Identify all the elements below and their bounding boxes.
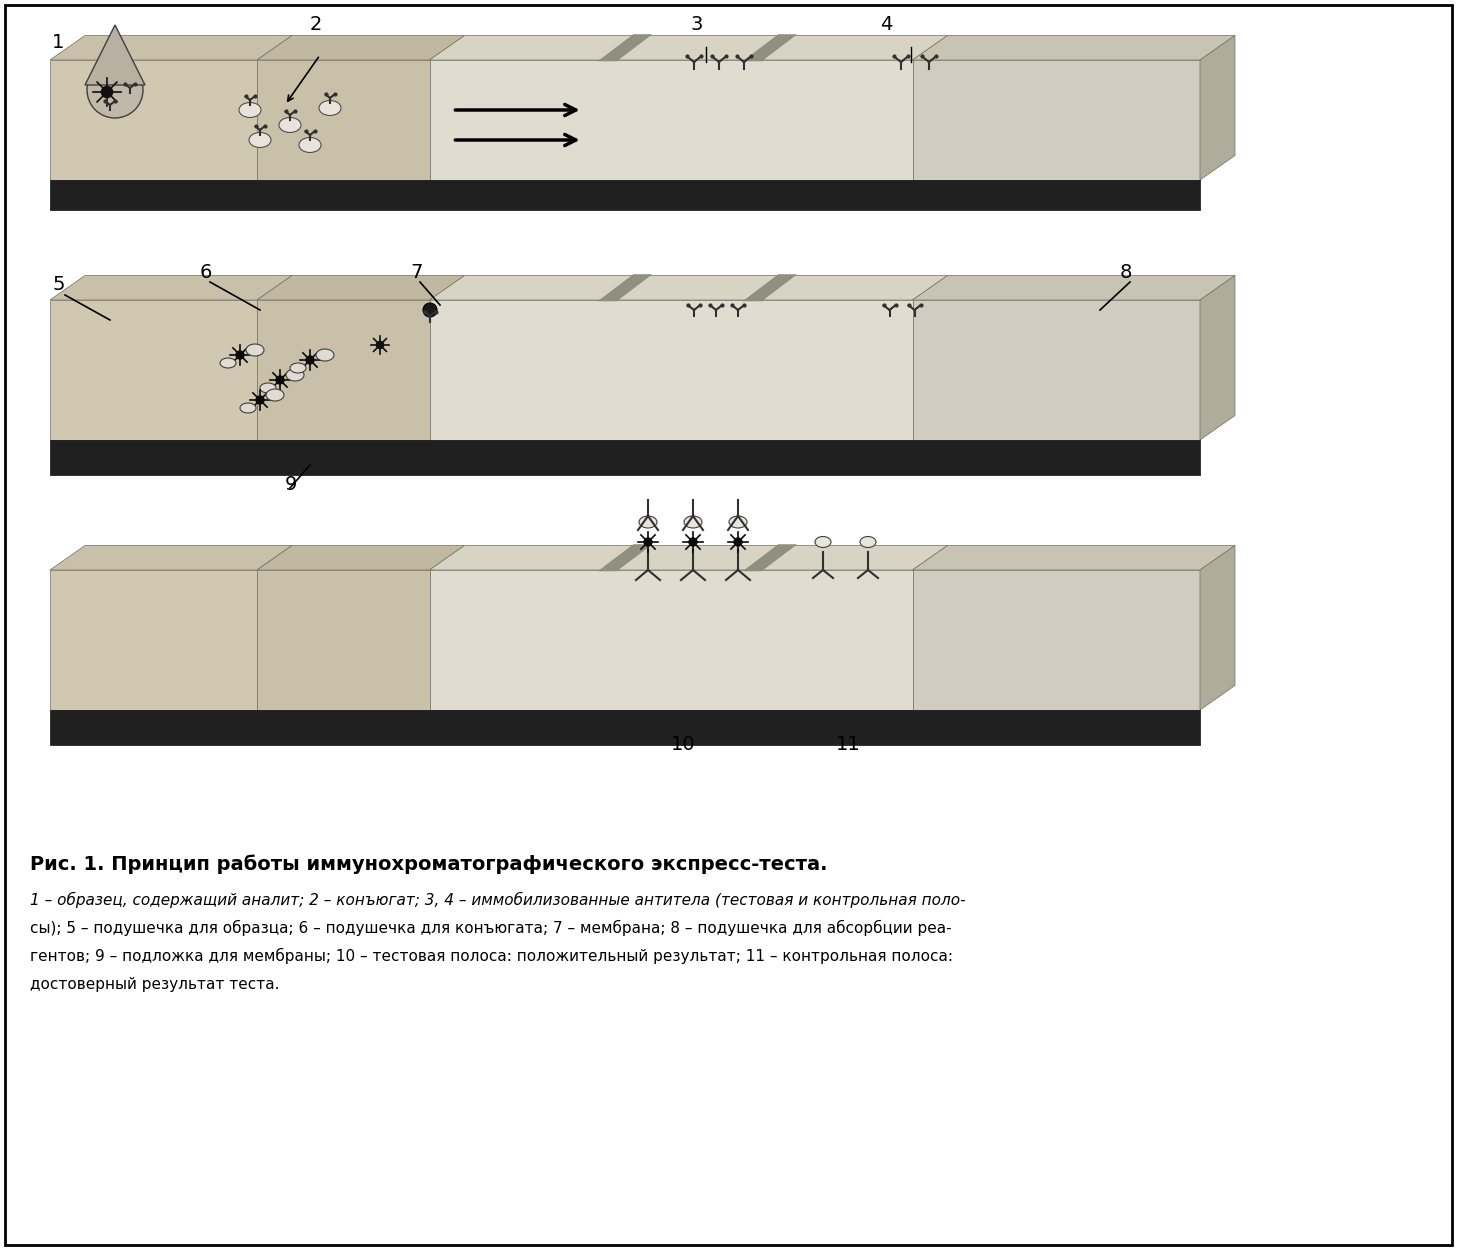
Polygon shape xyxy=(599,545,651,571)
Text: 1: 1 xyxy=(52,33,64,51)
Text: Рис. 1. Принцип работы иммунохроматографического экспресс-теста.: Рис. 1. Принцип работы иммунохроматограф… xyxy=(31,855,828,873)
Circle shape xyxy=(87,61,143,118)
Circle shape xyxy=(689,538,696,546)
Ellipse shape xyxy=(286,369,305,382)
Bar xyxy=(912,300,1201,441)
Bar xyxy=(912,570,1201,710)
Text: сы); 5 – подушечка для образца; 6 – подушечка для конъюгата; 7 – мембрана; 8 – п: сы); 5 – подушечка для образца; 6 – поду… xyxy=(31,920,951,936)
Ellipse shape xyxy=(860,536,876,547)
Bar xyxy=(256,570,430,710)
Ellipse shape xyxy=(278,118,302,133)
Ellipse shape xyxy=(319,100,341,115)
Ellipse shape xyxy=(683,516,702,528)
Bar xyxy=(50,441,1201,474)
Bar xyxy=(430,60,912,179)
Ellipse shape xyxy=(240,403,256,413)
Circle shape xyxy=(236,351,243,359)
Bar xyxy=(256,60,430,179)
Text: 6: 6 xyxy=(200,264,213,282)
Circle shape xyxy=(423,302,437,318)
Bar xyxy=(912,60,1201,179)
Ellipse shape xyxy=(728,516,747,528)
Bar xyxy=(50,710,1201,745)
Polygon shape xyxy=(50,276,291,300)
Polygon shape xyxy=(912,35,1236,60)
Text: 9: 9 xyxy=(286,474,297,494)
Bar xyxy=(430,300,912,441)
Text: 10: 10 xyxy=(670,735,695,754)
Polygon shape xyxy=(50,546,291,570)
Bar xyxy=(256,300,430,441)
Polygon shape xyxy=(912,276,1236,300)
Polygon shape xyxy=(430,546,947,570)
Ellipse shape xyxy=(246,344,264,356)
Polygon shape xyxy=(85,25,146,85)
Polygon shape xyxy=(430,35,947,60)
Ellipse shape xyxy=(239,103,261,118)
Ellipse shape xyxy=(640,516,657,528)
Bar xyxy=(50,60,256,179)
Text: 7: 7 xyxy=(409,264,423,282)
Polygon shape xyxy=(743,275,797,301)
Polygon shape xyxy=(50,35,291,60)
Polygon shape xyxy=(743,545,797,571)
Text: 8: 8 xyxy=(1120,264,1132,282)
Circle shape xyxy=(306,356,315,364)
Ellipse shape xyxy=(259,383,275,393)
Bar xyxy=(430,570,912,710)
Ellipse shape xyxy=(290,363,306,373)
Text: 3: 3 xyxy=(691,15,702,34)
Ellipse shape xyxy=(814,536,830,547)
Text: достоверный результат теста.: достоверный результат теста. xyxy=(31,976,280,991)
Ellipse shape xyxy=(316,349,334,361)
Polygon shape xyxy=(912,546,1236,570)
Polygon shape xyxy=(1201,35,1236,179)
Ellipse shape xyxy=(299,138,321,153)
Bar xyxy=(50,300,256,441)
Text: 2: 2 xyxy=(310,15,322,34)
Bar xyxy=(50,179,1201,210)
Text: 4: 4 xyxy=(880,15,892,34)
Polygon shape xyxy=(256,546,465,570)
Polygon shape xyxy=(1201,546,1236,710)
Text: 5: 5 xyxy=(52,275,64,294)
Ellipse shape xyxy=(267,389,284,402)
Circle shape xyxy=(644,538,651,546)
Polygon shape xyxy=(256,276,465,300)
Circle shape xyxy=(102,87,112,98)
Text: 11: 11 xyxy=(836,735,861,754)
Circle shape xyxy=(376,341,383,349)
Polygon shape xyxy=(256,35,465,60)
Polygon shape xyxy=(430,276,947,300)
Bar xyxy=(50,570,256,710)
Ellipse shape xyxy=(220,358,236,368)
Polygon shape xyxy=(1201,276,1236,441)
Circle shape xyxy=(256,397,264,404)
Polygon shape xyxy=(599,275,651,301)
Text: 1 – образец, содержащий аналит; 2 – конъюгат; 3, 4 – иммобилизованные антитела (: 1 – образец, содержащий аналит; 2 – конъ… xyxy=(31,892,966,909)
Circle shape xyxy=(734,538,742,546)
Text: гентов; 9 – подложка для мембраны; 10 – тестовая полоса: положительный результат: гентов; 9 – подложка для мембраны; 10 – … xyxy=(31,948,953,964)
Circle shape xyxy=(275,376,284,384)
Polygon shape xyxy=(599,34,651,61)
Polygon shape xyxy=(743,34,797,61)
Ellipse shape xyxy=(249,133,271,148)
